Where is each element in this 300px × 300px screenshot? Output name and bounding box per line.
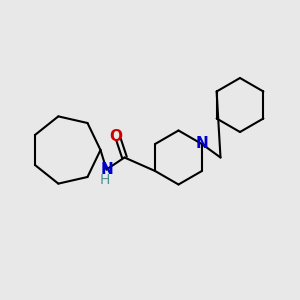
Text: H: H	[100, 173, 110, 187]
Text: N: N	[100, 162, 113, 177]
Text: O: O	[109, 129, 122, 144]
Text: N: N	[196, 136, 208, 152]
